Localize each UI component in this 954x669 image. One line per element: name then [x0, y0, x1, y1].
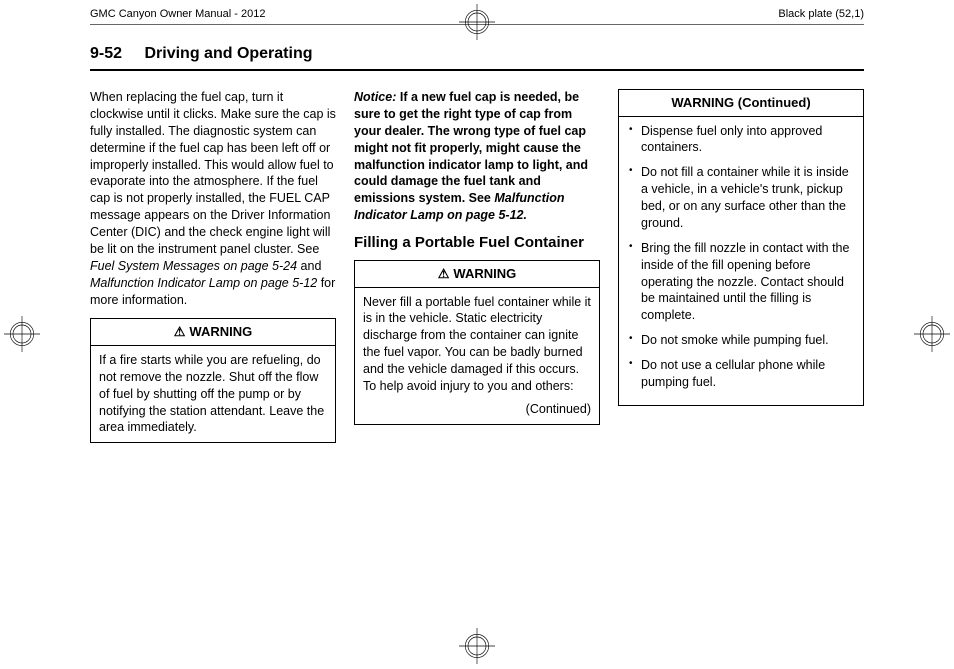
warning-box-portable: ⚠ WARNING Never fill a portable fuel con…: [354, 260, 600, 425]
warning-bullet-list: Dispense fuel only into approved contain…: [627, 123, 855, 391]
list-item: Do not smoke while pumping fuel.: [627, 332, 855, 349]
column-1: When replacing the fuel cap, turn it clo…: [90, 89, 336, 443]
list-item: Do not fill a container while it is insi…: [627, 164, 855, 232]
page-title: Driving and Operating: [144, 45, 312, 62]
warning-body: If a fire starts while you are refueling…: [91, 346, 335, 442]
warning-icon: ⚠: [174, 323, 186, 341]
text: and: [297, 259, 321, 273]
registration-mark-right: [914, 316, 950, 352]
text: When replacing the fuel cap, turn it clo…: [90, 90, 336, 256]
plate-info: Black plate (52,1): [778, 8, 864, 20]
fuel-cap-paragraph: When replacing the fuel cap, turn it clo…: [90, 89, 336, 308]
registration-mark-bottom: [459, 628, 495, 664]
column-3: WARNING (Continued) Dispense fuel only i…: [618, 89, 864, 443]
warning-continued-body: Dispense fuel only into approved contain…: [619, 117, 863, 405]
continued-label: (Continued): [363, 395, 591, 418]
ref-link: Malfunction Indicator Lamp on page 5-12: [90, 276, 317, 290]
warning-icon: ⚠: [438, 265, 450, 283]
section-title-portable-fuel: Filling a Portable Fuel Container: [354, 234, 600, 252]
warning-title: ⚠ WARNING: [355, 261, 599, 288]
warning-continued-title: WARNING (Continued): [619, 90, 863, 117]
notice-paragraph: Notice: If a new fuel cap is needed, be …: [354, 89, 600, 224]
warning-text: Never fill a portable fuel container whi…: [363, 295, 591, 393]
notice-label: Notice:: [354, 90, 396, 104]
list-item: Dispense fuel only into approved contain…: [627, 123, 855, 157]
warning-box-continued: WARNING (Continued) Dispense fuel only i…: [618, 89, 864, 406]
content-columns: When replacing the fuel cap, turn it clo…: [90, 89, 864, 443]
warning-title: ⚠ WARNING: [91, 319, 335, 346]
list-item: Bring the fill nozzle in contact with th…: [627, 240, 855, 324]
registration-mark-left: [4, 316, 40, 352]
warning-box-fire: ⚠ WARNING If a fire starts while you are…: [90, 318, 336, 443]
notice-text: If a new fuel cap is needed, be sure to …: [354, 90, 588, 205]
manual-title: GMC Canyon Owner Manual - 2012: [90, 8, 265, 20]
page-content: 9-52 Driving and Operating When replacin…: [0, 25, 954, 453]
warning-label: WARNING: [189, 323, 252, 341]
list-item: Do not use a cellular phone while pumpin…: [627, 357, 855, 391]
registration-mark-top: [459, 4, 495, 40]
warning-label: WARNING: [453, 265, 516, 283]
warning-body: Never fill a portable fuel container whi…: [355, 288, 599, 424]
page-number: 9-52: [90, 45, 122, 62]
page-header: 9-52 Driving and Operating: [90, 45, 864, 71]
ref-link: Fuel System Messages on page 5-24: [90, 259, 297, 273]
column-2: Notice: If a new fuel cap is needed, be …: [354, 89, 600, 443]
